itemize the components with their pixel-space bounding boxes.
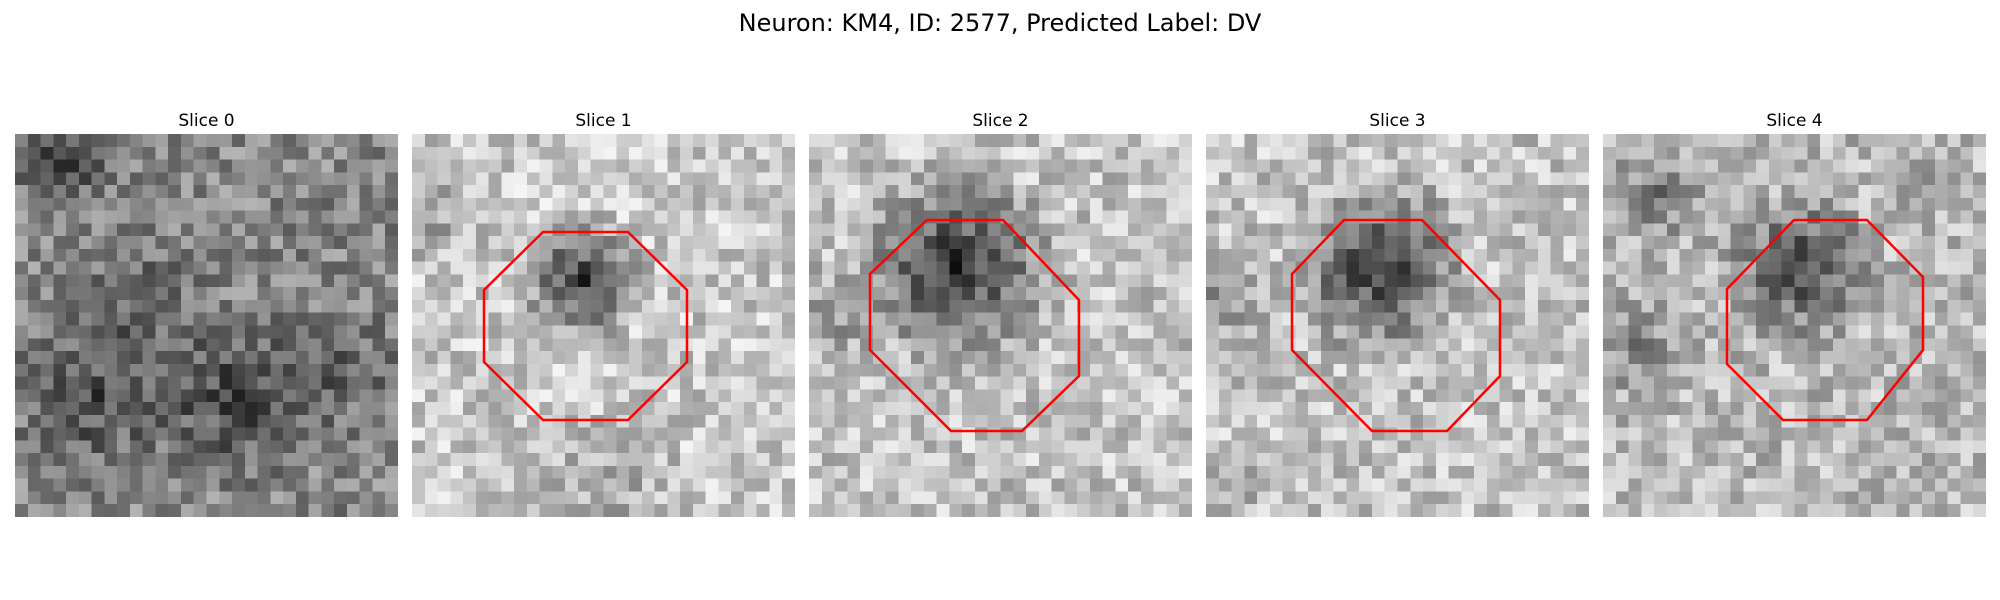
slice-panel-4: Slice 4 [1603,110,1986,517]
roi-outline [1725,218,1925,422]
slice-panel-0: Slice 0 [15,110,398,517]
slice-image [15,134,398,517]
roi-octagon [482,230,689,422]
slice-panel-1: Slice 1 [412,110,795,517]
slice-title: Slice 0 [178,111,235,131]
figure-title: Neuron: KM4, ID: 2577, Predicted Label: … [738,9,1262,37]
roi-octagon [1725,218,1925,422]
roi-outline [482,230,689,422]
slice-pixels [1206,134,1589,517]
slice-panel-2: Slice 2 [809,110,1192,517]
slice-pixels [809,134,1192,517]
slice-title: Slice 3 [1369,111,1426,131]
roi-octagon [868,218,1081,433]
slice-pixels [15,134,398,517]
slice-image [809,134,1192,517]
roi-octagon [1290,218,1502,433]
slice-title: Slice 4 [1766,111,1823,131]
slice-title: Slice 2 [972,111,1029,131]
roi-outline [868,218,1081,433]
slice-title: Slice 1 [575,111,632,131]
slice-image [412,134,795,517]
slice-image [1206,134,1589,517]
slice-panel-3: Slice 3 [1206,110,1589,517]
roi-outline [1290,218,1502,433]
slice-pixels [412,134,795,517]
slice-image [1603,134,1986,517]
